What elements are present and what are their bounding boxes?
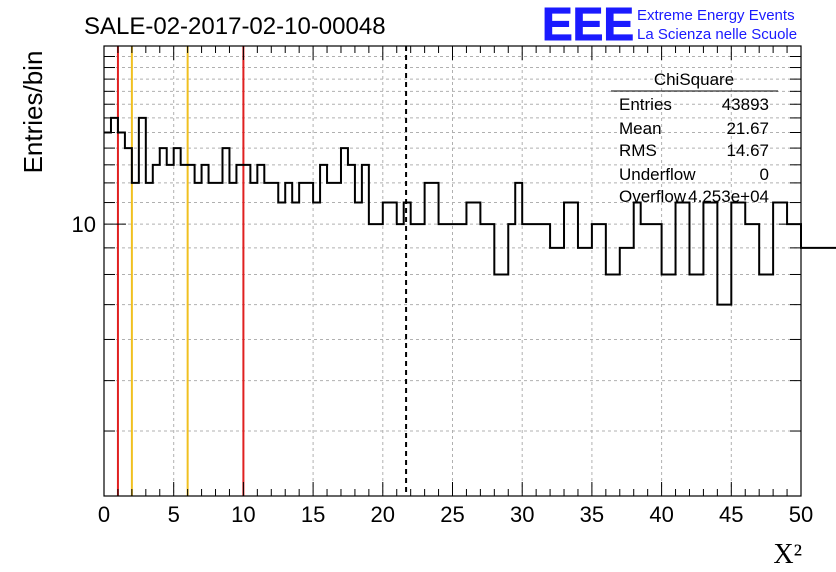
x-tick-label: 20: [371, 502, 395, 527]
y-axis-label: Entries/bin: [18, 51, 48, 174]
stats-value-mean: 21.67: [726, 119, 769, 138]
eee-logo: EEE Extreme Energy Events La Scienza nel…: [542, 0, 798, 51]
marker-lines: [116, 46, 408, 496]
x-tick-label: 35: [580, 502, 604, 527]
logo-line-2: La Scienza nelle Scuole: [637, 26, 797, 43]
x-axis-label: X²: [773, 539, 802, 570]
stats-title: ChiSquare: [654, 70, 734, 89]
y-tick-label: 10: [72, 212, 96, 237]
x-tick-label: 25: [440, 502, 464, 527]
histogram: [104, 116, 836, 306]
stats-label-entries: Entries: [619, 95, 672, 114]
x-tick-label: 50: [789, 502, 813, 527]
stats-value-rms: 14.67: [726, 141, 769, 160]
chart-title: SALE-02-2017-02-10-00048: [84, 13, 386, 40]
stats-value-underflow: 0: [760, 165, 769, 184]
x-tick-label: 15: [301, 502, 325, 527]
stats-label-underflow: Underflow: [619, 165, 696, 184]
logo-mark: EEE: [542, 0, 634, 50]
stats-label-overflow: Overflow: [619, 187, 687, 206]
x-tick-label: 45: [719, 502, 743, 527]
x-tick-label: 10: [231, 502, 255, 527]
x-tick-label: 0: [98, 502, 110, 527]
stats-label-mean: Mean: [619, 119, 662, 138]
x-tick-label: 5: [168, 502, 180, 527]
stats-box: ChiSquare Entries 43893 Mean 21.67 RMS 1…: [611, 70, 778, 206]
stats-value-overflow: 4.253e+04: [688, 187, 769, 206]
stats-value-entries: 43893: [722, 95, 769, 114]
grid: [104, 46, 801, 496]
x-tick-label: 30: [510, 502, 534, 527]
x-tick-label: 40: [649, 502, 673, 527]
logo-line-1: Extreme Energy Events: [637, 7, 795, 24]
histogram-line: [104, 116, 836, 306]
axis-ticks: 0 5 10 15 20 25 30 35 40 45 50 10: [72, 46, 813, 527]
stats-label-rms: RMS: [619, 141, 657, 160]
